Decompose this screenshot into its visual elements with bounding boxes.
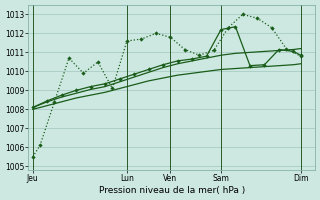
X-axis label: Pression niveau de la mer( hPa ): Pression niveau de la mer( hPa ) — [99, 186, 245, 195]
